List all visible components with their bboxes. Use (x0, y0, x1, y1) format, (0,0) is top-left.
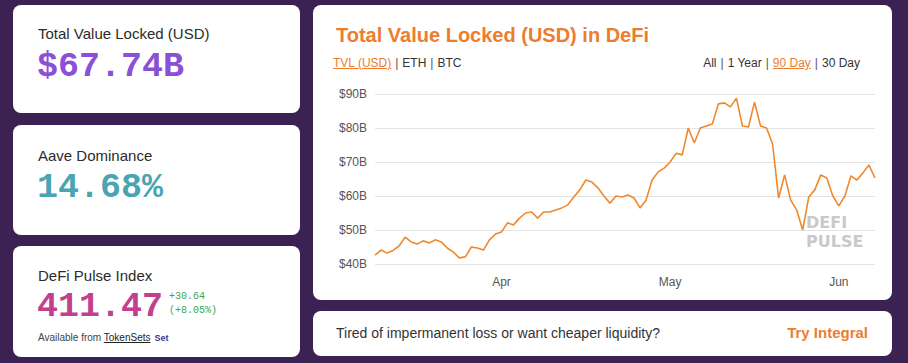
svg-text:Apr: Apr (492, 275, 511, 289)
html-text:Total Value Locked (USD): Total Value Locked (USD) (38, 25, 210, 42)
html-text:$67.74B: $67.74B (37, 47, 184, 87)
html-text:Aave Dominance: Aave Dominance (38, 147, 153, 164)
svg-text:$60B: $60B (339, 189, 367, 203)
svg-text:PULSE: PULSE (806, 232, 863, 251)
html-text:411.47: 411.47 (37, 287, 163, 327)
svg-text:Total Value Locked (USD) in De: Total Value Locked (USD) in DeFi (336, 24, 649, 46)
html-text:TVL (USD) | ETH | BTC: TVL (USD) | ETH | BTC (333, 56, 462, 70)
svg-text:$40B: $40B (339, 257, 367, 271)
html-text:All | 1 Year | 90 Day | 30 Day: All | 1 Year | 90 Day | 30 Day (703, 56, 860, 70)
svg-text:$90B: $90B (339, 87, 367, 101)
svg-text:$50B: $50B (339, 223, 367, 237)
svg-text:$70B: $70B (339, 155, 367, 169)
html-text:Available from TokenSets Set: Available from TokenSets Set (38, 332, 169, 343)
html-text:+30.64: +30.64 (169, 291, 205, 302)
html-text:(+8.05%): (+8.05%) (169, 305, 217, 316)
svg-text:$80B: $80B (339, 121, 367, 135)
html-text:Try Integral: Try Integral (787, 324, 868, 341)
svg-text:May: May (659, 275, 682, 289)
svg-text:Jun: Jun (829, 275, 848, 289)
html-text:DeFi Pulse Index: DeFi Pulse Index (38, 267, 153, 284)
html-text:Tired of impermanent loss or w: Tired of impermanent loss or want cheape… (336, 325, 660, 341)
html-text:14.68%: 14.68% (37, 168, 163, 208)
svg-text:DEFI: DEFI (806, 213, 847, 232)
